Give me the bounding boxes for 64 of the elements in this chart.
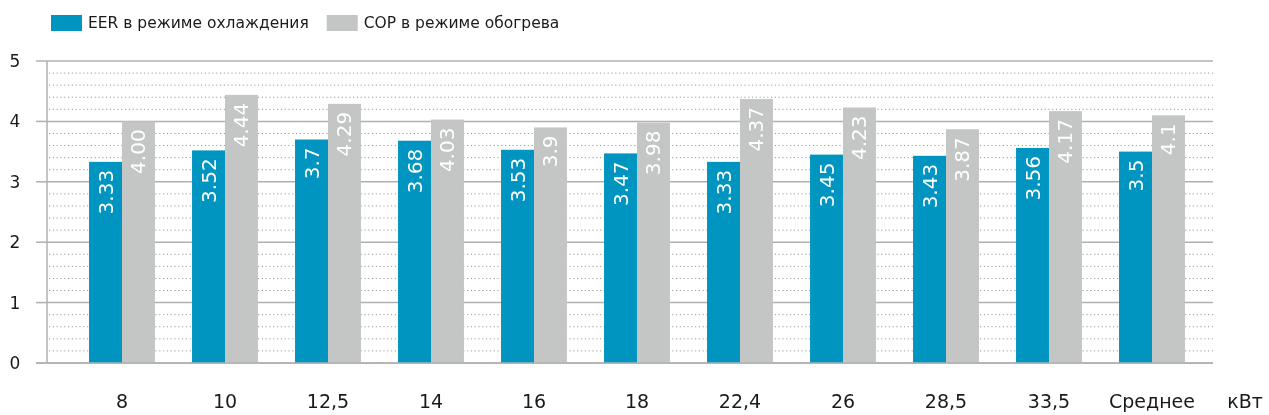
bar [431, 119, 464, 363]
data-label: 3.87 [950, 137, 975, 182]
x-tick-label: 14 [418, 390, 444, 412]
bar [328, 103, 361, 363]
legend-label: COP в режиме обогрева [363, 14, 560, 32]
x-tick-label: 12,5 [306, 390, 350, 412]
x-tick-label: 33,5 [1027, 390, 1071, 412]
bar [1016, 147, 1049, 363]
bar [1152, 115, 1185, 363]
data-label: 4.29 [332, 111, 357, 157]
x-tick-label: 10 [212, 390, 238, 412]
data-label: 3.9 [538, 135, 563, 168]
y-tick-label: 1 [9, 292, 21, 313]
data-label: 3.43 [917, 163, 942, 209]
y-tick-label: 3 [9, 171, 21, 192]
bar [534, 127, 567, 363]
x-tick-label: 28,5 [924, 390, 968, 412]
bar [604, 153, 637, 363]
data-label: 4.44 [229, 102, 254, 148]
bar [946, 129, 979, 363]
data-label: 3.52 [196, 158, 221, 203]
bar [913, 155, 946, 363]
bar [225, 94, 258, 363]
bar [398, 140, 431, 363]
bar [1119, 151, 1152, 363]
bar [637, 122, 670, 363]
bar [89, 161, 122, 363]
bar [740, 99, 773, 363]
y-tick-label: 4 [9, 111, 21, 132]
data-label: 4.00 [126, 129, 151, 174]
y-tick-label: 5 [9, 51, 21, 71]
data-label: 3.33 [93, 169, 118, 215]
legend-label: EER в режиме охлаждения [88, 14, 309, 32]
data-label: 3.33 [711, 169, 736, 215]
bar [707, 161, 740, 363]
data-label: 4.17 [1053, 119, 1078, 164]
data-label: 4.23 [847, 115, 872, 161]
data-label: 3.68 [402, 148, 427, 194]
bar [1049, 111, 1082, 363]
x-tick-label: 22,4 [718, 390, 762, 412]
x-tick-label: 8 [115, 390, 129, 412]
x-axis-title: кВт [1227, 390, 1263, 412]
x-tick-label: 18 [624, 390, 650, 412]
data-label: 3.47 [608, 161, 633, 206]
data-label: 3.5 [1123, 159, 1148, 192]
bar [810, 154, 843, 363]
y-tick-label: 0 [9, 353, 21, 373]
y-tick-label: 2 [9, 232, 21, 253]
bar [501, 149, 534, 363]
data-label: 3.45 [814, 162, 839, 208]
x-tick-label: 16 [521, 390, 547, 412]
bar [192, 150, 225, 363]
data-label: 3.7 [299, 147, 324, 180]
bar [295, 139, 328, 363]
data-label: 4.03 [435, 127, 460, 173]
x-tick-label: Среднее [1109, 390, 1195, 412]
data-label: 3.56 [1020, 155, 1045, 201]
bar [122, 121, 155, 363]
data-label: 4.1 [1156, 123, 1181, 156]
data-label: 4.37 [744, 107, 769, 152]
data-label: 3.98 [641, 130, 666, 176]
bar [843, 107, 876, 363]
x-tick-label: 26 [830, 390, 856, 412]
data-label: 3.53 [505, 157, 530, 203]
